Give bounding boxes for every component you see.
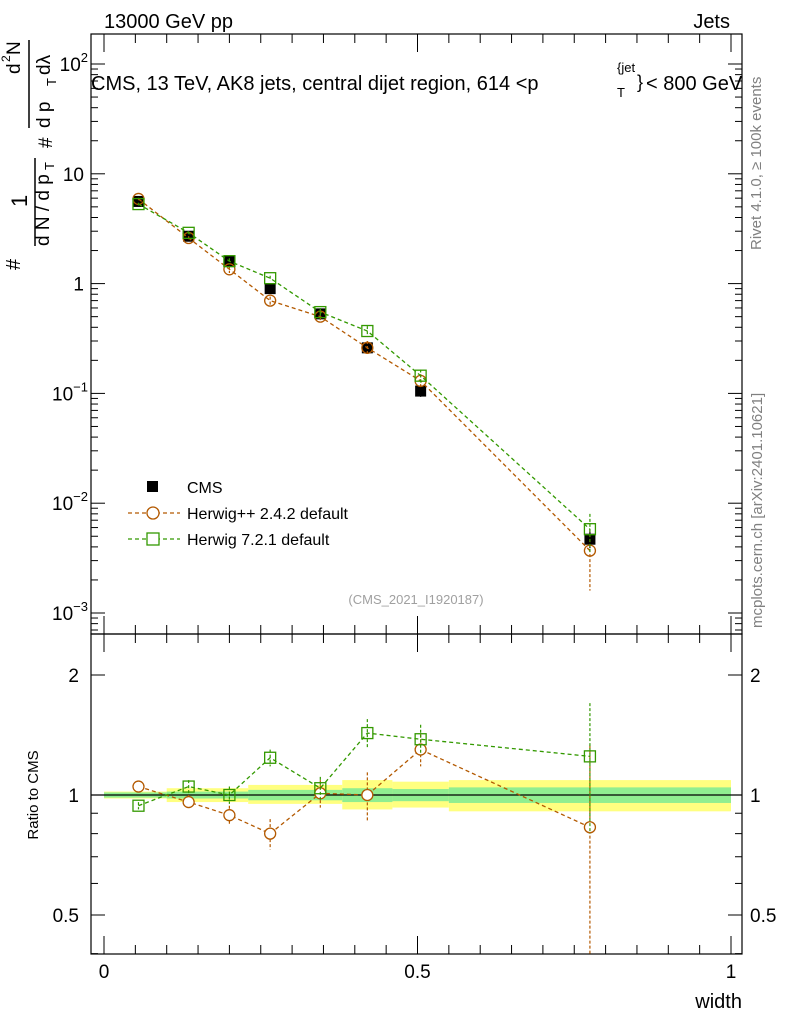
ratio-herwig7-point-7	[583, 750, 597, 763]
ratio-ytick-label-right-2: 0.5	[750, 906, 776, 927]
ratio-plot-frame	[90, 633, 743, 955]
herwig7-point-2	[223, 255, 236, 268]
ratio-herwig7-point-1	[182, 780, 195, 793]
analysis-id-label: (CMS_2021_I1920187)	[348, 592, 483, 607]
herwig7-point-5	[361, 324, 374, 338]
ratio-herwig7-point-4	[314, 782, 327, 795]
main-ytick-label-2: 1	[73, 275, 84, 296]
ratio-ytick-label-right-0: 2	[750, 666, 761, 687]
ratio-herwig7-point-3	[264, 751, 277, 764]
ylabel-num-sup: 2	[0, 55, 13, 62]
ylabel-denominator: d N / d p	[33, 174, 54, 246]
title-sub: T	[617, 85, 625, 100]
series-line-2	[138, 203, 591, 530]
title-sup: {jet	[617, 60, 635, 75]
legend-marker-cms	[147, 481, 158, 492]
ylabel-num2-tail: dλ	[34, 54, 55, 75]
legend-marker-herwigpp	[146, 506, 160, 520]
main-ytick-label-4: 10−2	[52, 489, 88, 515]
main-ytick-label-3: 10−1	[52, 379, 88, 405]
legend-label-cms: CMS	[187, 480, 223, 497]
header-left: 13000 GeV pp	[104, 11, 233, 33]
ratio-herwig7-point-5	[361, 726, 374, 740]
ratio-herwigpp-point-2	[223, 809, 236, 822]
ylabel-num-d: d	[4, 63, 25, 74]
main-ytick-label-0: 102	[60, 50, 88, 76]
ylabel-num2-sub: T	[44, 78, 59, 86]
ratio-herwig7-point-0	[132, 799, 145, 812]
ratio-herwig7-point-2	[223, 788, 236, 802]
ratio-herwig7-point-6	[414, 733, 427, 746]
herwig7-point-7	[583, 523, 597, 536]
main-ytick-label-5: 10−3	[52, 599, 88, 625]
ylabel-hash: #	[3, 258, 25, 270]
ratio-series	[132, 703, 597, 954]
chart-title: CMS, 13 TeV, AK8 jets, central dijet reg…	[91, 60, 743, 100]
ylabel-hash2: #	[36, 137, 57, 148]
herwig7-point-6	[414, 369, 427, 382]
ratio-line-1	[138, 748, 591, 835]
cms-point-6	[415, 385, 427, 397]
main-series	[132, 192, 597, 591]
title-brace: }	[637, 72, 643, 92]
ratio-herwigpp-point-7	[583, 821, 597, 834]
legend-label-herwig7: Herwig 7.2.1 default	[187, 532, 330, 549]
herwigpp-point-3	[264, 294, 277, 307]
ylabel-one: 1	[7, 195, 32, 207]
ratio-ylabel: Ratio to CMS	[25, 750, 42, 839]
rivet-version-label: Rivet 4.1.0, ≥ 100k events	[748, 77, 765, 250]
ratio-ytick-label-1: 1	[68, 786, 79, 807]
ratio-ytick-label-right-1: 1	[750, 786, 761, 807]
ylabel-num-n: N	[4, 41, 25, 55]
series-line-1	[138, 198, 591, 552]
header-right: Jets	[693, 11, 730, 33]
legend-label-herwigpp: Herwig++ 2.4.2 default	[187, 506, 349, 523]
main-ylabel: # 1 d N / d p T # d 2 N d p T dλ	[0, 40, 59, 270]
ylabel-num2: d p	[34, 102, 55, 128]
ratio-herwigpp-point-5	[361, 788, 374, 802]
ratio-herwigpp-point-1	[182, 795, 195, 809]
ratio-herwigpp-point-3	[264, 827, 277, 840]
legend: CMS Herwig++ 2.4.2 default Herwig 7.2.1 …	[128, 480, 349, 549]
herwig7-point-4	[314, 305, 327, 319]
ylabel-den-sub: T	[42, 162, 57, 170]
xtick-label-0: 0	[99, 962, 110, 983]
title-main: CMS, 13 TeV, AK8 jets, central dijet reg…	[91, 73, 539, 95]
title-tail: < 800 GeV	[646, 73, 743, 95]
herwig7-point-0	[132, 197, 145, 211]
herwig7-point-3	[264, 272, 277, 285]
herwig7-point-1	[182, 226, 195, 239]
ratio-ytick-label-0: 2	[68, 666, 79, 687]
ratio-herwigpp-point-0	[132, 780, 145, 793]
main-ytick-label-1: 10	[63, 165, 84, 186]
xtick-label-2: 1	[726, 962, 737, 983]
xtick-label-1: 0.5	[404, 962, 430, 983]
legend-marker-herwig7	[146, 532, 160, 546]
mcplots-label: mcplots.cern.ch [arXiv:2401.10621]	[749, 393, 766, 628]
ratio-herwigpp-point-6	[414, 743, 427, 756]
herwigpp-point-5	[361, 341, 374, 354]
cms-point-3	[264, 283, 276, 295]
ratio-ytick-label-2: 0.5	[53, 906, 79, 927]
xlabel: width	[694, 991, 742, 1013]
cms-point-0	[132, 195, 144, 207]
axis-ticks: 102 10 1 10−1 10−2 10−3 2 2 1 1 0.5 0.5 0 0.5 1	[52, 34, 776, 983]
